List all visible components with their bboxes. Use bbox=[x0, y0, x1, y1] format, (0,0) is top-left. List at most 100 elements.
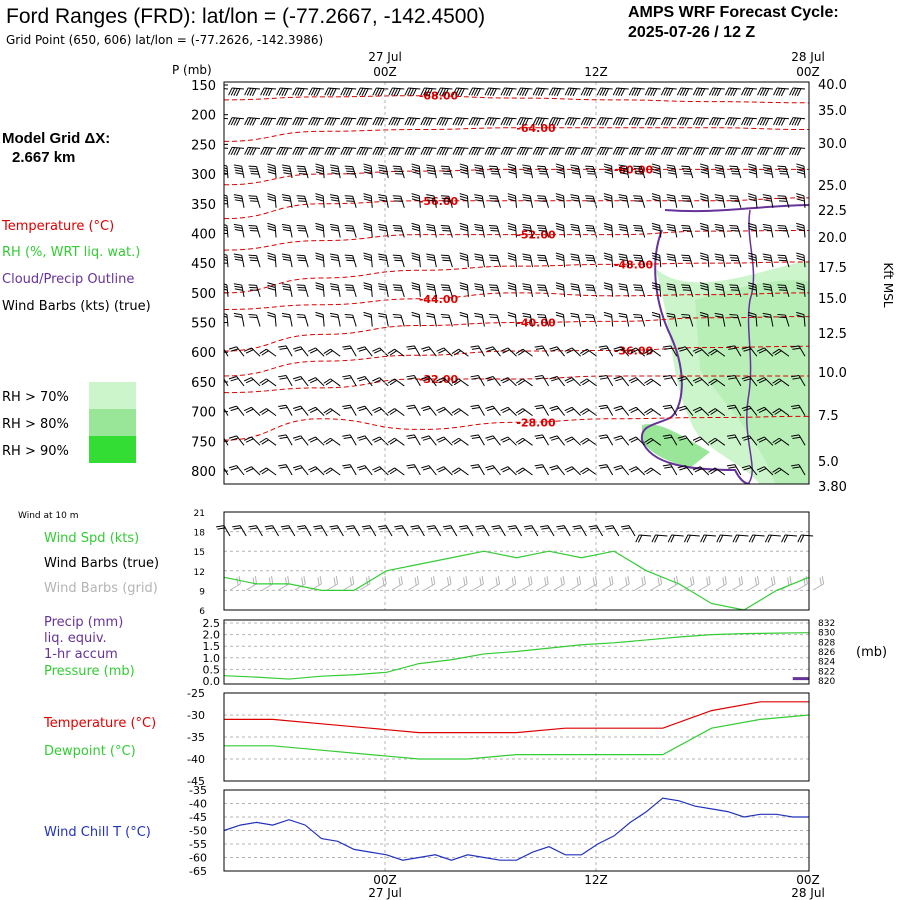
upper-wind-barb-feather bbox=[681, 284, 690, 286]
upper-wind-barb-feather bbox=[579, 348, 588, 354]
upper-wind-barb bbox=[424, 146, 437, 149]
upper-wind-barb-feather bbox=[459, 168, 468, 172]
upper-wind-barb-feather bbox=[778, 147, 783, 156]
upper-wind-barb bbox=[433, 255, 437, 268]
upper-wind-barb-feather bbox=[791, 147, 797, 155]
surface-wind-barb-feather bbox=[732, 534, 737, 543]
upper-wind-barb-feather bbox=[243, 436, 252, 441]
upper-wind-barb-feather bbox=[492, 88, 497, 97]
upper-wind-barb-feather bbox=[459, 255, 468, 259]
upper-wind-barb-feather bbox=[444, 147, 449, 156]
upper-wind-barb bbox=[620, 405, 630, 416]
surface-wind-barb-feather bbox=[363, 527, 372, 530]
surface-wind-barb-feather bbox=[621, 525, 630, 528]
upper-wind-barb bbox=[507, 377, 517, 387]
upper-wind-barb-feather bbox=[451, 348, 459, 354]
upper-wind-barb-feather bbox=[792, 466, 801, 469]
upper-wind-barb-feather bbox=[215, 437, 223, 438]
upper-wind-barb bbox=[443, 406, 453, 416]
upper-wind-barb bbox=[379, 436, 389, 446]
upper-wind-barb-feather bbox=[682, 197, 691, 200]
upper-wind-barb-feather bbox=[474, 196, 483, 200]
upper-wind-barb bbox=[755, 314, 758, 327]
upper-wind-barb bbox=[224, 407, 229, 416]
upper-wind-barb-feather bbox=[228, 147, 233, 155]
surface-wind-barb-feather bbox=[654, 534, 659, 543]
upper-wind-barb-feather bbox=[297, 117, 302, 126]
isotherm-label: -36.00 bbox=[614, 344, 654, 357]
upper-wind-barb-feather bbox=[789, 147, 794, 155]
upper-wind-barb-feather bbox=[428, 88, 433, 97]
upper-wind-barb-feather bbox=[236, 118, 241, 126]
upper-wind-barb-feather bbox=[379, 169, 388, 172]
wind-tick-label: 15 bbox=[194, 548, 205, 558]
upper-wind-barb bbox=[440, 146, 453, 149]
upper-wind-barb-feather bbox=[411, 225, 420, 229]
upper-wind-barb-feather bbox=[748, 287, 757, 291]
upper-wind-barb-feather bbox=[763, 229, 772, 232]
upper-wind-barb-feather bbox=[555, 255, 564, 259]
upper-wind-barb-feather bbox=[700, 257, 709, 261]
surface-wind-barb-feather bbox=[313, 525, 322, 528]
upper-wind-barb-feather bbox=[500, 147, 505, 155]
upper-wind-barb-feather bbox=[796, 252, 805, 256]
upper-wind-barb-feather bbox=[248, 254, 257, 257]
surface-wind-barb-feather bbox=[716, 534, 721, 543]
upper-wind-barb-feather bbox=[308, 436, 316, 441]
upper-wind-barb-feather bbox=[748, 88, 754, 97]
upper-wind-barb-feather bbox=[585, 316, 594, 319]
upper-wind-barb-feather bbox=[248, 314, 257, 316]
upper-wind-barb bbox=[571, 466, 581, 476]
surface-wind-barb-feather bbox=[216, 525, 225, 528]
upper-wind-barb-feather bbox=[218, 118, 221, 125]
upper-wind-barb-feather bbox=[259, 348, 267, 354]
surface-wind-barb-feather bbox=[460, 527, 469, 530]
isotherm-label: -56.00 bbox=[419, 195, 459, 208]
pressure-tick-label: 824 bbox=[818, 658, 835, 668]
upper-wind-barb-feather bbox=[297, 168, 306, 170]
upper-wind-barb-feather bbox=[297, 88, 302, 96]
surface-wind-barb-feather bbox=[459, 525, 468, 528]
upper-wind-barb bbox=[481, 166, 485, 179]
upper-wind-barb-feather bbox=[586, 117, 591, 126]
upper-wind-barb-feather bbox=[764, 172, 773, 175]
upper-wind-barb-feather bbox=[234, 226, 243, 229]
upper-wind-barb-feather bbox=[633, 316, 643, 319]
upper-wind-barb-feather bbox=[284, 88, 289, 97]
upper-wind-barb-feather bbox=[792, 436, 801, 439]
surface-wind-barb-grid bbox=[748, 583, 760, 591]
upper-wind-barb-feather bbox=[524, 88, 529, 97]
upper-wind-barb-feather bbox=[715, 288, 724, 291]
upper-wind-barb bbox=[496, 196, 501, 208]
upper-wind-barb-feather bbox=[244, 117, 249, 126]
upper-wind-barb-feather bbox=[315, 287, 324, 291]
upper-wind-barb bbox=[322, 314, 325, 327]
surface-wind-barb-feather bbox=[589, 527, 599, 530]
upper-wind-barb-feather bbox=[348, 147, 353, 156]
upper-wind-barb-feather bbox=[330, 315, 339, 318]
upper-wind-barb-feather bbox=[791, 464, 800, 467]
upper-wind-barb-feather bbox=[763, 199, 772, 202]
height-ticks: 40.035.030.025.022.520.017.515.012.510.0… bbox=[818, 78, 847, 495]
upper-wind-barb-feather bbox=[758, 468, 767, 473]
surface-wind-barb-grid bbox=[391, 583, 403, 591]
surface-wind-barb bbox=[401, 525, 409, 537]
surface-wind-barb-grid bbox=[667, 583, 679, 591]
upper-wind-barb-feather bbox=[455, 147, 460, 155]
upper-wind-barb-feather bbox=[580, 117, 586, 126]
surface-wind-barb-grid-feather bbox=[643, 576, 646, 585]
upper-wind-barb-feather bbox=[313, 117, 318, 126]
surface-wind-barb-grid-feather bbox=[789, 576, 792, 585]
upper-wind-barb-feather bbox=[579, 437, 588, 444]
upper-wind-barb-feather bbox=[524, 147, 529, 156]
upper-wind-barb-feather bbox=[357, 435, 366, 439]
upper-wind-barb-feather bbox=[664, 436, 673, 439]
upper-wind-barb bbox=[635, 377, 646, 387]
upper-wind-barb-feather bbox=[300, 147, 305, 156]
upper-wind-barb-feather bbox=[714, 283, 723, 286]
upper-wind-barb-feather bbox=[796, 195, 805, 199]
upper-wind-barb bbox=[241, 314, 245, 327]
surface-wind-barb-grid-feather bbox=[692, 576, 695, 585]
upper-wind-barb bbox=[241, 284, 245, 297]
upper-wind-barb-feather bbox=[332, 147, 337, 156]
